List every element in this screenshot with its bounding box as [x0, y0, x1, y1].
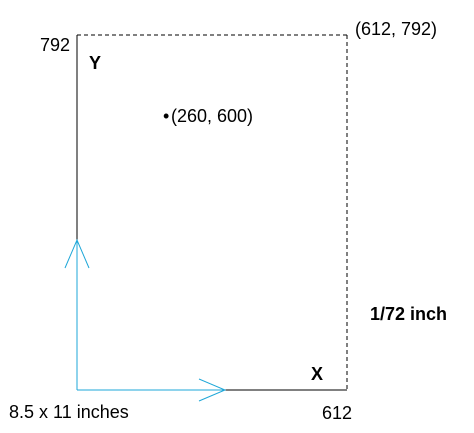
- x-axis-label: X: [311, 364, 323, 384]
- point-label: (260, 600): [171, 106, 253, 126]
- y-axis-label: Y: [89, 53, 101, 73]
- unit-vector-up: [64, 238, 90, 390]
- page-size-label: 8.5 x 11 inches: [9, 402, 129, 422]
- y-max-label: 792: [40, 35, 70, 55]
- unit-label: 1/72 inch: [370, 304, 447, 324]
- unit-vector-right: [77, 378, 227, 402]
- point-bullet: •: [163, 106, 169, 126]
- x-max-label: 612: [322, 403, 352, 423]
- corner-coordinate-label: (612, 792): [355, 19, 437, 39]
